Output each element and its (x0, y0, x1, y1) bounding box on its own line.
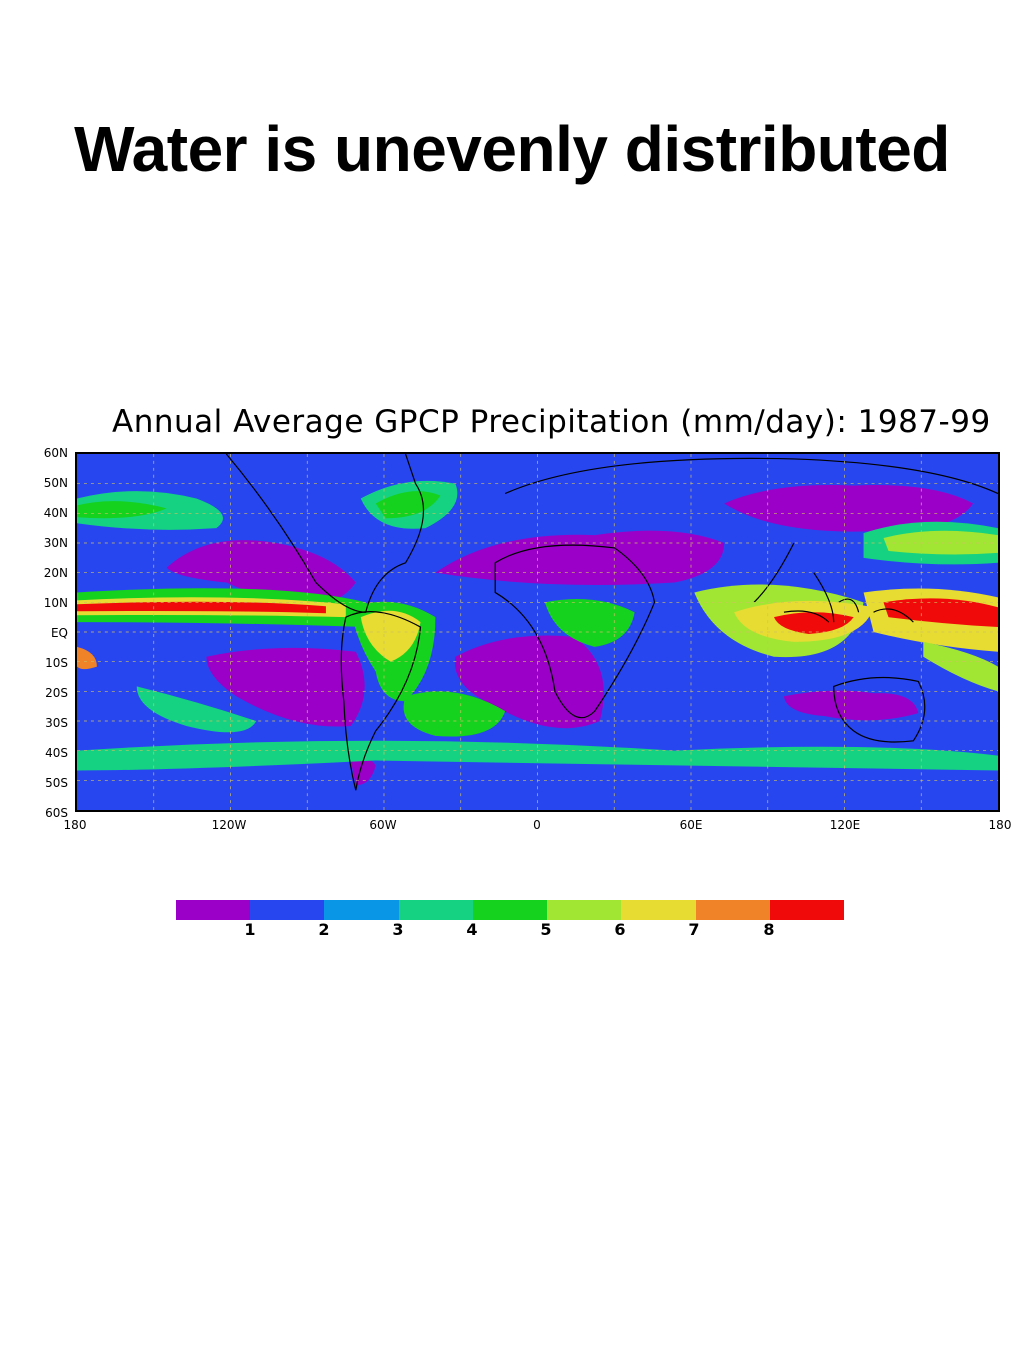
map-title: Annual Average GPCP Precipitation (mm/da… (112, 404, 991, 440)
lat-tick-label: 10N (43, 596, 68, 610)
lat-tick-label: 30S (45, 716, 68, 730)
precipitation-map-svg (77, 454, 998, 810)
lat-tick-label: EQ (50, 626, 68, 640)
dry-zone-patagonia (350, 756, 376, 786)
legend-swatch (621, 900, 696, 920)
lat-tick-label: 20N (43, 566, 68, 580)
legend-label: 3 (392, 920, 404, 939)
legend-swatch (472, 900, 548, 920)
lat-tick-label: 40S (45, 746, 68, 760)
lon-tick-label: 120E (829, 818, 861, 832)
dry-zone-australia (783, 690, 919, 721)
south-atlantic-band (403, 691, 506, 737)
lat-tick-label: 40N (43, 506, 68, 520)
legend-swatch (547, 900, 622, 920)
dry-zone-southeast-pacific (206, 647, 365, 727)
legend-label: 8 (763, 920, 775, 939)
amazon-rain-inner (360, 610, 421, 662)
precipitation-contours (77, 480, 998, 786)
lon-tick-label: 180 (63, 818, 87, 832)
lon-tick-label: 180 (988, 818, 1012, 832)
lat-tick-label: 30N (43, 536, 68, 550)
legend-swatch (250, 900, 325, 920)
lat-tick-label: 60S (45, 806, 68, 820)
congo-rain-zone (544, 599, 635, 647)
legend-label: 2 (318, 920, 330, 939)
lat-tick-label: 50S (45, 776, 68, 790)
slide-title: Water is unevenly distributed (74, 113, 950, 185)
storm-track-north-pacific-core (77, 501, 167, 519)
south-pacific-convergence-zone (923, 641, 998, 692)
continent-outlines (225, 454, 998, 791)
itcz-pacific-core (77, 601, 326, 614)
dry-zone-north-pacific (166, 540, 356, 605)
lon-tick-label: 0 (533, 818, 541, 832)
lon-tick-label: 60W (369, 818, 397, 832)
south-america-outline (340, 611, 422, 791)
legend-label: 5 (540, 920, 552, 939)
legend-label: 6 (614, 920, 626, 939)
lat-tick-label: 10S (45, 656, 68, 670)
lat-tick-label: 50N (43, 476, 68, 490)
color-legend (176, 900, 844, 920)
legend-swatch (324, 900, 399, 920)
southern-ocean-band (77, 740, 998, 771)
legend-swatch (398, 900, 473, 920)
lat-tick-label: 20S (45, 686, 68, 700)
africa-outline (494, 544, 656, 719)
precipitation-map (75, 452, 1000, 812)
south-pacific-convergence-core (77, 646, 97, 670)
lon-tick-label: 120W (211, 818, 247, 832)
legend-label: 1 (244, 920, 256, 939)
dry-zone-sahara (435, 530, 725, 585)
dry-zone-south-atlantic (454, 635, 604, 729)
lat-tick-label: 60N (43, 446, 68, 460)
storm-track-northwest-pacific-core (883, 530, 998, 555)
dry-zone-central-asia (724, 485, 974, 532)
lon-tick-label: 60E (679, 818, 703, 832)
west-pacific-warm-pool-core (883, 598, 998, 628)
eurasia-outline (504, 457, 998, 623)
legend-label: 4 (466, 920, 478, 939)
maritime-continent-outline (783, 598, 914, 623)
legend-swatch (769, 900, 844, 920)
legend-label: 7 (688, 920, 700, 939)
storm-track-north-atlantic-core (375, 491, 441, 519)
australia-outline (833, 676, 926, 743)
legend-swatch (176, 900, 251, 920)
legend-swatch (695, 900, 770, 920)
graticule (77, 454, 998, 810)
